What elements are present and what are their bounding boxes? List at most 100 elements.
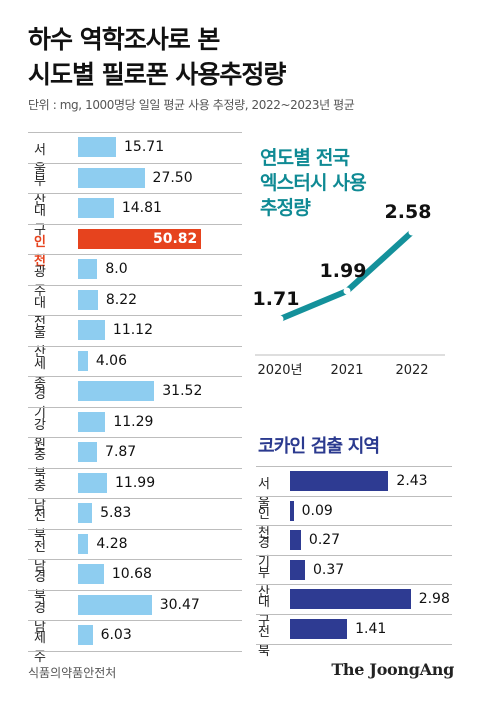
row-divider — [256, 466, 452, 467]
row-divider — [256, 495, 452, 497]
trend-x-tick-label: 2021 — [330, 363, 363, 378]
row-divider — [28, 132, 242, 133]
trend-title-line-2: 엑스터시 사용 — [260, 172, 367, 194]
cocaine-bar — [290, 530, 301, 551]
bar-category-label: 전남 — [34, 539, 46, 574]
bar — [78, 350, 88, 371]
cocaine-bar — [290, 471, 389, 491]
trend-title-line-1: 연도별 전국 — [260, 147, 350, 169]
cocaine-category-label: 부산 — [258, 565, 270, 600]
bar — [78, 625, 93, 645]
row-divider — [28, 284, 242, 286]
bar-category-label: 울산 — [34, 326, 46, 360]
bar-category-label: 경남 — [34, 600, 46, 635]
cocaine-bar — [290, 500, 294, 521]
row-divider — [28, 193, 242, 194]
bar-category-label: 부산 — [34, 173, 46, 208]
bar-category-label: 대전 — [34, 295, 46, 330]
bar-value-label: 15.71 — [124, 139, 165, 155]
trend-chart-title: 연도별 전국 엑스터시 사용 추정량 — [260, 146, 367, 221]
bar-category-label: 충남 — [34, 478, 46, 513]
cocaine-value-label: 0.09 — [301, 502, 333, 519]
cocaine-bar — [290, 589, 411, 610]
bar-category-label: 제주 — [34, 631, 46, 665]
bar-category-label: 세종 — [34, 356, 46, 391]
bar — [78, 564, 104, 584]
trend-point — [408, 228, 416, 236]
row-divider — [28, 620, 242, 621]
cocaine-value-label: 2.98 — [418, 591, 450, 608]
bar — [78, 442, 98, 462]
cocaine-value-label: 0.37 — [312, 561, 345, 578]
bar — [78, 137, 117, 157]
row-divider — [28, 589, 242, 591]
bar-category-label: 충북 — [34, 448, 46, 482]
row-divider — [256, 643, 452, 645]
cocaine-value-label: 0.27 — [308, 532, 341, 549]
cocaine-category-label: 전북 — [258, 625, 270, 659]
bar — [78, 503, 93, 523]
bar-value-label: 31.52 — [162, 383, 203, 399]
row-divider — [256, 525, 452, 527]
bar-category-label: 대구 — [34, 204, 46, 238]
bar-value-label: 4.28 — [96, 535, 128, 552]
trend-value-label: 2.58 — [385, 201, 432, 223]
bar-value-label: 11.29 — [113, 413, 154, 430]
row-divider — [28, 223, 242, 225]
bar — [78, 411, 106, 432]
row-divider — [28, 406, 242, 408]
bar-value-label: 10.68 — [111, 566, 152, 582]
trend-title-line-3: 추정량 — [260, 197, 311, 219]
bar — [78, 228, 201, 249]
bar-category-label: 강원 — [34, 417, 46, 452]
bar-value-label: 4.06 — [95, 352, 127, 369]
source-label: 식품의약품안전처 — [28, 666, 117, 680]
title-line-1: 하수 역학조사로 본 — [28, 25, 220, 54]
trend-line-chart: 1.71 2020년 1.99 2021 2.58 2022 — [253, 201, 445, 378]
row-divider — [28, 254, 242, 255]
bar-category-label: 광주 — [34, 265, 46, 299]
bar-category-label: 전북 — [34, 509, 46, 543]
page-title: 하수 역학조사로 본 시도별 필로폰 사용추정량 — [28, 22, 286, 92]
bar — [78, 472, 108, 493]
row-divider — [28, 376, 242, 377]
cocaine-category-label: 경기 — [258, 536, 270, 571]
cocaine-category-label: 인천 — [258, 506, 270, 541]
row-divider — [28, 315, 242, 316]
bar-value-label: 6.03 — [100, 627, 132, 643]
bar — [78, 259, 98, 279]
cocaine-value-label: 1.41 — [355, 621, 387, 637]
bar-value-label: 50.82 — [152, 230, 198, 247]
row-divider — [256, 584, 452, 586]
cocaine-bar — [290, 619, 348, 639]
brand-logo: The JoongAng — [331, 660, 454, 679]
row-divider — [28, 528, 242, 530]
bar — [78, 167, 145, 188]
bar-value-label: 8.0 — [105, 261, 128, 277]
subtitle: 단위 : mg, 1000명당 일일 평균 사용 추정량, 2022~2023년… — [28, 98, 355, 112]
row-divider — [28, 162, 242, 164]
bar-value-label: 11.99 — [115, 474, 156, 491]
bar — [78, 198, 114, 218]
trend-point — [343, 287, 351, 295]
bar-value-label: 5.83 — [100, 505, 132, 521]
trend-x-tick-label: 2022 — [395, 363, 428, 378]
cocaine-bar — [290, 559, 305, 580]
bar-value-label: 11.12 — [112, 322, 153, 338]
cocaine-category-label: 대구 — [258, 595, 270, 630]
bar — [78, 381, 155, 401]
bar — [78, 594, 152, 615]
row-divider — [28, 467, 242, 469]
row-divider — [28, 559, 242, 560]
bar — [78, 533, 89, 554]
bar-value-label: 27.50 — [152, 169, 193, 186]
row-divider — [28, 650, 242, 652]
trend-value-label: 1.71 — [253, 288, 300, 310]
row-divider — [28, 498, 242, 499]
row-divider — [28, 345, 242, 347]
trend-point — [276, 315, 284, 323]
bar-value-label: 7.87 — [105, 444, 137, 460]
title-line-2: 시도별 필로폰 사용추정량 — [28, 60, 286, 89]
cocaine-category-label: 서울 — [258, 477, 270, 511]
bar-category-label: 인천 — [34, 234, 46, 269]
